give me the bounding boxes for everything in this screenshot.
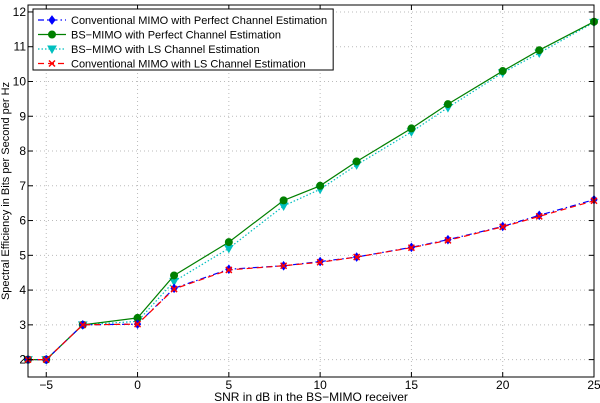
series-3 — [24, 197, 598, 364]
data-point — [42, 356, 50, 364]
y-tick-label: 7 — [19, 179, 26, 193]
y-tick-label: 12 — [13, 5, 27, 19]
legend-label: Conventional MIMO with Perfect Channel E… — [71, 15, 327, 27]
legend-label: Conventional MIMO with LS Channel Estima… — [71, 59, 306, 71]
data-point — [444, 236, 452, 244]
data-point — [225, 266, 233, 274]
series-2 — [23, 18, 599, 365]
data-point — [407, 244, 415, 252]
data-point — [279, 196, 288, 205]
legend-label: BS−MIMO with LS Channel Estimation — [71, 44, 260, 56]
legend: Conventional MIMO with Perfect Channel E… — [32, 8, 334, 71]
x-axis-label: SNR in dB in the BS−MIMO receiver — [214, 390, 408, 403]
y-tick-label: 10 — [13, 74, 27, 88]
data-point — [499, 223, 507, 231]
x-tick-label: 25 — [587, 378, 600, 392]
y-tick-label: 11 — [14, 40, 27, 54]
legend-marker — [48, 30, 56, 39]
series-0 — [24, 194, 598, 365]
data-point — [223, 244, 234, 254]
x-tick-label: −5 — [39, 378, 53, 392]
data-point — [353, 253, 361, 261]
x-tick-label: 0 — [134, 378, 141, 392]
y-tick-label: 5 — [19, 248, 26, 262]
x-tick-label: 5 — [225, 378, 232, 392]
data-point — [443, 100, 452, 109]
y-tick-label: 4 — [19, 283, 26, 297]
data-point — [352, 157, 361, 166]
data-point — [407, 124, 416, 133]
series-layer — [23, 17, 599, 365]
legend-label: BS−MIMO with Perfect Channel Estimation — [71, 30, 281, 42]
x-tick-label: 20 — [496, 378, 510, 392]
plot-frame — [27, 4, 595, 378]
y-axis-label: Spectral Efficiency in Bits per Second p… — [0, 82, 12, 300]
y-tick-label: 9 — [19, 109, 26, 123]
series-line — [28, 199, 595, 361]
legend-marker — [48, 15, 56, 25]
data-point — [316, 258, 324, 266]
data-point — [170, 271, 179, 280]
y-tick-label: 3 — [19, 318, 26, 332]
data-point — [535, 212, 543, 220]
y-tick-label: 8 — [19, 144, 26, 158]
legend-marker — [48, 59, 56, 68]
series-line — [28, 200, 595, 361]
series-line — [28, 21, 595, 361]
series-line — [28, 21, 595, 361]
ticks: −5 0 5 10 15 20 25 2 3 4 5 6 7 8 9 10 11 12 — [13, 5, 600, 392]
data-point — [316, 181, 325, 190]
y-tick-label: 6 — [19, 214, 26, 228]
data-point — [535, 46, 544, 55]
data-point — [134, 320, 142, 328]
legend-marker — [47, 45, 57, 55]
data-point — [280, 262, 288, 270]
data-point — [224, 238, 233, 247]
data-point — [170, 285, 178, 293]
data-point — [498, 67, 507, 76]
x-tick-label: 15 — [405, 378, 419, 392]
y-tick-label: 2 — [19, 353, 26, 367]
legend-box — [32, 8, 334, 71]
data-point — [79, 321, 87, 329]
x-tick-label: 10 — [313, 378, 327, 392]
